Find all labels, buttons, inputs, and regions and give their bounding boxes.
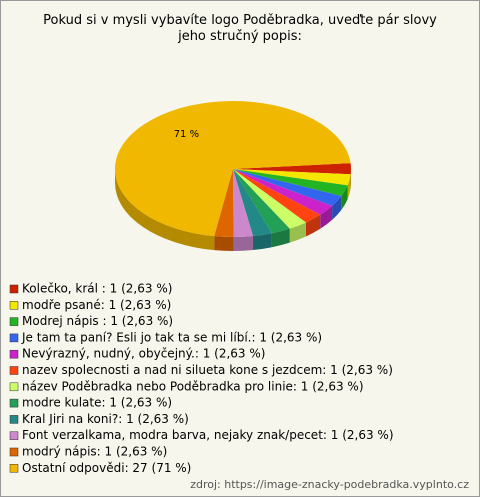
- legend-swatch: [9, 284, 19, 294]
- legend-label: modre kulate: 1 (2,63 %): [22, 396, 172, 410]
- legend-label: Modrej nápis : 1 (2,63 %): [22, 314, 173, 328]
- legend-swatch: [9, 382, 19, 392]
- slice-side: [233, 236, 254, 251]
- legend-swatch: [9, 415, 19, 424]
- slice: [233, 169, 272, 237]
- legend-label: nazev spolecnosti a nad ni silueta kone …: [22, 363, 393, 377]
- legend-label: název Poděbradka nebo Poděbradka pro lin…: [22, 379, 364, 393]
- legend-label: modrý nápis: 1 (2,63 %): [22, 445, 167, 459]
- slice: [233, 169, 254, 237]
- slice: [233, 169, 306, 229]
- legend-swatch: [9, 349, 19, 359]
- legend-swatch: [9, 301, 19, 310]
- legend-swatch: [9, 317, 19, 326]
- slice: [233, 169, 290, 234]
- slice-side: [320, 205, 333, 229]
- slice: [233, 169, 348, 197]
- slice-side: [214, 236, 234, 251]
- legend-label: Nevýrazný, nudný, obyčejný.: 1 (2,63 %): [22, 347, 265, 361]
- legend-label: Kral Jiri na koni?: 1 (2,63 %): [22, 412, 189, 426]
- slice: [233, 169, 333, 215]
- slice-side: [347, 174, 351, 200]
- legend-swatch: [9, 464, 19, 473]
- legend-label: Font verzalkama, modra barva, nejaky zna…: [22, 428, 394, 442]
- legend-label: modře psané: 1 (2,63 %): [22, 298, 171, 312]
- slice-side: [305, 214, 321, 237]
- slice-side: [289, 222, 306, 243]
- source: zdroj: https://image-znacky-podebradka.v…: [190, 478, 469, 491]
- slice-side: [253, 233, 272, 251]
- slice: [233, 163, 351, 175]
- legend-label: Je tam ta paní? Esli jo tak ta se mi líb…: [21, 330, 322, 344]
- slice-side: [271, 228, 290, 248]
- legend-swatch: [9, 333, 19, 343]
- slice: [233, 169, 342, 206]
- slice: [233, 169, 351, 186]
- slice-side: [332, 196, 342, 220]
- legend-swatch: [9, 447, 19, 457]
- legend-label: Ostatní odpovědi: 27 (71 %): [22, 461, 191, 475]
- legend-swatch: [9, 398, 19, 408]
- legend-swatch: [9, 431, 19, 440]
- slice-side: [115, 169, 215, 251]
- chart-title: Pokud si v mysli vybavíte logo Poděbradk…: [43, 13, 437, 44]
- legend-label: Kolečko, král : 1 (2,63 %): [22, 282, 172, 296]
- slice: [233, 169, 321, 223]
- slice-side: [341, 185, 348, 211]
- data-label: 71 %: [174, 129, 199, 140]
- legend-swatch: [9, 366, 19, 375]
- slice: [214, 169, 234, 237]
- slice: [114, 100, 351, 237]
